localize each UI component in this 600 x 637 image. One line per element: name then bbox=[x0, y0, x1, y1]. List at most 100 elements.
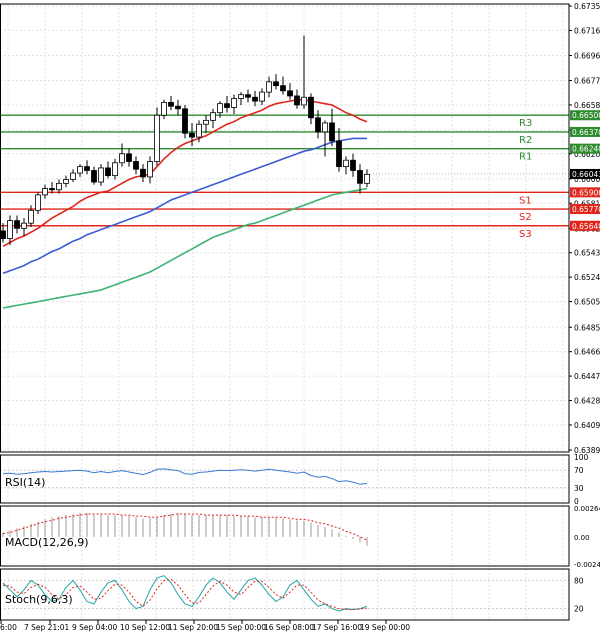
level-price-label: 0.66500 bbox=[572, 111, 600, 120]
stoch-label: Stoch(9,6,3) bbox=[5, 593, 73, 606]
candle-body bbox=[301, 96, 307, 106]
candle-body bbox=[91, 170, 97, 183]
candle-body bbox=[175, 105, 181, 110]
level-name-s3: S3 bbox=[519, 229, 532, 240]
candle-body bbox=[126, 153, 132, 162]
level-name-r3: R3 bbox=[519, 118, 532, 129]
candle-body bbox=[7, 220, 13, 240]
candle-body bbox=[182, 108, 188, 134]
candle-body bbox=[217, 103, 223, 114]
time-tick-label: 10 Sep 12:00 bbox=[120, 623, 170, 632]
panel-frame bbox=[0, 454, 570, 504]
candle-body bbox=[336, 140, 342, 168]
level-price-label: 0.66370 bbox=[572, 128, 600, 137]
level-price-tag bbox=[570, 220, 600, 231]
candle-body bbox=[224, 103, 230, 108]
candle-body bbox=[196, 123, 202, 138]
candle-body bbox=[84, 166, 90, 171]
level-price-tag bbox=[570, 143, 600, 154]
candle-body bbox=[119, 153, 125, 164]
ma-slow-line bbox=[2, 187, 368, 309]
panel-frame bbox=[0, 568, 570, 621]
candle-body bbox=[49, 188, 55, 191]
price-tick-label: 0.65815 bbox=[574, 199, 600, 208]
candle-body bbox=[308, 96, 314, 119]
price-tick-label: 0.66005 bbox=[574, 175, 600, 184]
current-price-tag bbox=[570, 168, 600, 179]
candle-body bbox=[56, 182, 62, 191]
candle-body bbox=[322, 122, 328, 133]
level-price-tag bbox=[570, 204, 600, 215]
candle-body bbox=[112, 162, 118, 177]
candle-body bbox=[35, 194, 41, 211]
level-price-label: 0.65900 bbox=[572, 188, 600, 197]
stoch-k-line bbox=[2, 575, 368, 612]
stoch-d-line bbox=[2, 578, 368, 610]
candle-body bbox=[210, 112, 216, 121]
level-price-label: 0.65640 bbox=[572, 222, 600, 231]
rsi-tick-label: 30 bbox=[574, 484, 584, 493]
macd-tick-label: -0.00249 bbox=[574, 561, 600, 569]
candle-body bbox=[287, 90, 293, 97]
macd-tick-label: 0.002647 bbox=[574, 505, 600, 513]
rsi-tick-label: 100 bbox=[574, 453, 589, 462]
candle-body bbox=[42, 188, 48, 196]
level-name-r1: R1 bbox=[519, 152, 532, 163]
candle-body bbox=[98, 167, 104, 183]
candle-body bbox=[238, 94, 244, 99]
rsi-tick-label: 70 bbox=[574, 466, 584, 475]
level-price-label: 0.65770 bbox=[572, 205, 600, 214]
time-tick-label: 17 Sep 16:00 bbox=[312, 623, 362, 632]
candle-body bbox=[203, 119, 209, 125]
candle-body bbox=[350, 159, 356, 171]
time-tick-label: 7 Sep 21:01 bbox=[24, 623, 70, 632]
candle-body bbox=[259, 91, 265, 102]
time-tick-label: 11 Sep 20:00 bbox=[168, 623, 218, 632]
level-name-s2: S2 bbox=[519, 212, 532, 223]
rsi-tick-label: 0 bbox=[574, 497, 579, 506]
candle-body bbox=[63, 179, 69, 184]
grid bbox=[0, 4, 569, 620]
candle-body bbox=[21, 222, 27, 229]
candle-body bbox=[245, 94, 251, 98]
current-price-label: 0.66043 bbox=[572, 170, 600, 179]
panel-frame bbox=[0, 505, 570, 567]
candle-body bbox=[280, 85, 286, 92]
macd-label: MACD(12,26,9) bbox=[5, 536, 89, 549]
candle-body bbox=[273, 81, 279, 87]
time-axis: 6:00 7 Sep 21:01 9 Sep 04:00 10 Sep 12:0011… bbox=[0, 620, 410, 632]
level-price-tag bbox=[570, 187, 600, 198]
time-tick-label: 19 Sep 00:00 bbox=[360, 623, 410, 632]
macd-tick-label: 0.00 bbox=[574, 534, 590, 542]
candle-body bbox=[28, 209, 34, 224]
candle-body bbox=[329, 122, 335, 142]
time-tick-label: 9 Sep 04:00 bbox=[72, 623, 118, 632]
candle-body bbox=[154, 114, 160, 162]
candle-body bbox=[161, 101, 167, 116]
time-tick-label: 16 Sep 08:00 bbox=[264, 623, 314, 632]
price-tick-label: 0.66965 bbox=[574, 51, 600, 60]
level-name-s1: S1 bbox=[519, 195, 532, 206]
candle-body bbox=[14, 220, 20, 229]
ma-mid-line bbox=[2, 137, 367, 275]
candle-body bbox=[70, 172, 76, 180]
stoch-tick-label: 80 bbox=[574, 576, 584, 585]
candle-body bbox=[364, 173, 370, 184]
level-name-r2: R2 bbox=[519, 135, 532, 146]
candle-body bbox=[252, 96, 258, 102]
time-tick-label: 6:00 bbox=[0, 623, 17, 632]
indicator-panels bbox=[0, 468, 569, 612]
